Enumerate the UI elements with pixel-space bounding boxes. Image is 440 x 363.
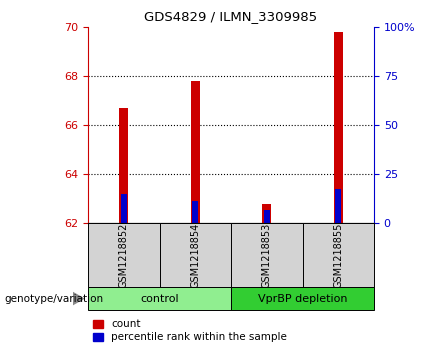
Bar	[231, 223, 303, 287]
Text: GSM1218852: GSM1218852	[119, 222, 129, 288]
Bar	[192, 201, 198, 223]
Bar	[264, 210, 270, 223]
Text: VprBP depletion: VprBP depletion	[258, 294, 347, 303]
Bar	[160, 223, 231, 287]
Bar	[88, 287, 231, 310]
Text: control: control	[140, 294, 179, 303]
Bar	[191, 81, 200, 223]
Bar	[263, 204, 271, 223]
Text: GSM1218855: GSM1218855	[333, 222, 343, 288]
Text: GSM1218853: GSM1218853	[262, 223, 272, 287]
Text: GSM1218854: GSM1218854	[190, 223, 200, 287]
Bar	[88, 223, 160, 287]
Bar	[334, 32, 343, 223]
Legend: count, percentile rank within the sample: count, percentile rank within the sample	[93, 319, 287, 342]
Bar	[335, 189, 341, 223]
Bar	[231, 287, 374, 310]
Text: genotype/variation: genotype/variation	[4, 294, 103, 303]
Title: GDS4829 / ILMN_3309985: GDS4829 / ILMN_3309985	[144, 10, 318, 23]
Bar	[303, 223, 374, 287]
Polygon shape	[73, 291, 85, 306]
Bar	[120, 108, 128, 223]
Bar	[121, 194, 127, 223]
